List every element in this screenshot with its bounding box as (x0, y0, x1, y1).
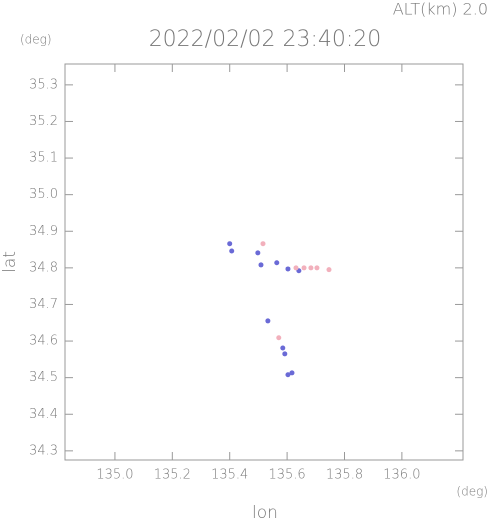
y-tick-label: 34.5 (29, 370, 58, 385)
chart-title: 2022/02/02 23:40:20 (149, 27, 382, 52)
echo-point (255, 250, 261, 256)
echo-point (314, 265, 320, 271)
y-tick-label: 35.0 (29, 187, 58, 202)
echo-point (274, 260, 280, 266)
echo-point (308, 265, 314, 271)
x-tick-label: 135.8 (326, 468, 363, 483)
x-tick-label: 135.2 (154, 468, 191, 483)
y-tick-label: 34.8 (29, 260, 58, 275)
y-tick-label: 35.1 (29, 151, 58, 166)
echo-point (285, 372, 291, 378)
y-tick-label: 34.9 (29, 224, 58, 239)
y-unit: (deg) (20, 33, 52, 47)
x-tick-label: 135.4 (211, 468, 248, 483)
echo-point (289, 370, 295, 376)
echo-point (282, 351, 288, 357)
annotation: ALT(km) 2.0 (393, 0, 488, 19)
y-tick-label: 34.6 (29, 334, 58, 349)
x-tick-label: 135.0 (96, 468, 133, 483)
echo-point (276, 335, 282, 341)
x-tick-label: 135.6 (268, 468, 305, 483)
y-tick-label: 35.2 (29, 114, 58, 129)
y-tick-label: 34.3 (29, 443, 58, 458)
echo-point (260, 241, 266, 247)
y-axis-label: lat (0, 251, 20, 273)
x-unit: (deg) (456, 485, 488, 499)
echo-point (265, 318, 271, 324)
plot-frame (64, 63, 464, 461)
echo-point (326, 267, 332, 273)
echo-point (301, 265, 307, 271)
echo-point (229, 248, 235, 254)
x-tick-label: 136.0 (383, 468, 420, 483)
y-tick-label: 34.4 (29, 407, 58, 422)
echo-point (285, 266, 291, 272)
y-tick-label: 35.3 (29, 77, 58, 92)
echo-point (258, 262, 264, 268)
y-tick-label: 34.7 (29, 297, 58, 312)
x-axis-label: lon (252, 503, 278, 521)
echo-point (280, 345, 286, 351)
echo-point (227, 241, 233, 247)
echo-point (293, 265, 299, 271)
